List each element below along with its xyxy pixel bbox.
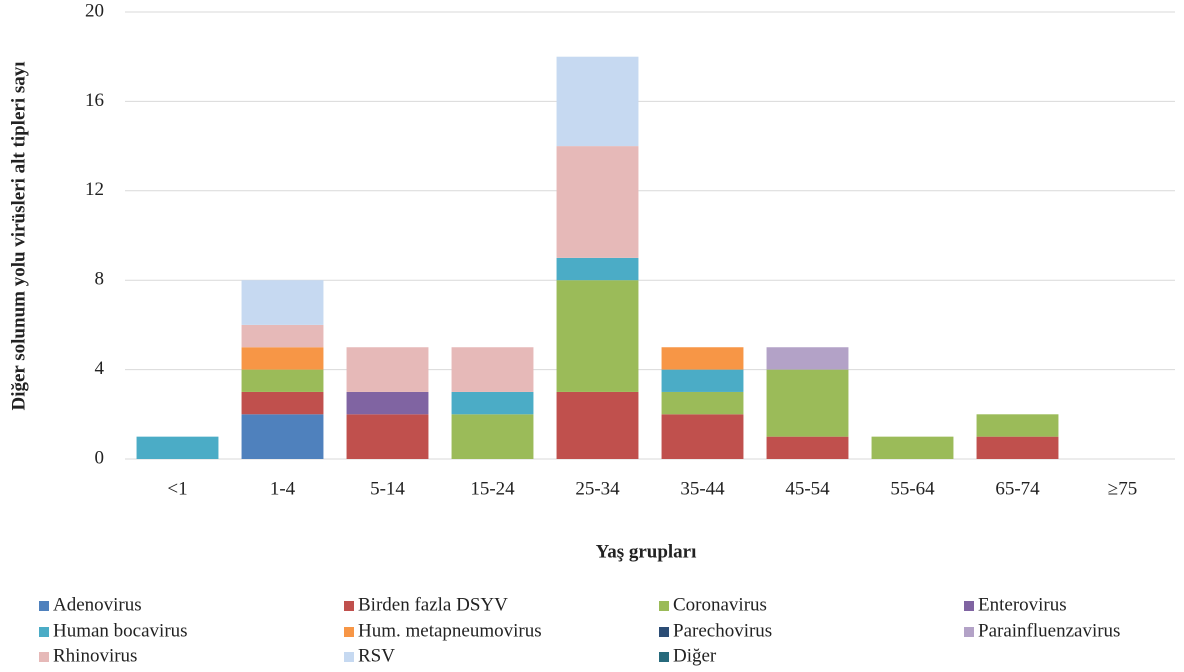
x-tick-label: 65-74 [995, 478, 1040, 499]
bar-segment [451, 391, 534, 415]
legend-label: RSV [358, 645, 395, 666]
legend-label: Parechovirus [673, 620, 772, 641]
y-tick-label: 0 [95, 447, 105, 468]
bar-segment [766, 369, 849, 437]
bar-segment [241, 280, 324, 325]
legend-label: Rhinovirus [53, 645, 137, 666]
legend-swatch [964, 601, 974, 611]
bar-segment [451, 414, 534, 459]
bar-segment [556, 257, 639, 281]
bar-segment [556, 280, 639, 392]
bar-segment [661, 391, 744, 415]
bar-segment [451, 347, 534, 392]
legend-label: Enterovirus [978, 594, 1067, 615]
legend-swatch [39, 627, 49, 637]
bar-segment [241, 347, 324, 370]
bar-segment [766, 436, 849, 459]
y-tick-label: 20 [85, 0, 104, 21]
legend-swatch [344, 601, 354, 611]
bar-segment [556, 391, 639, 459]
bar-segment [661, 347, 744, 370]
bar-segment [556, 56, 639, 147]
x-tick-label: 55-64 [890, 478, 935, 499]
legend-swatch [39, 601, 49, 611]
legend-label: Diğer [673, 645, 717, 666]
legend-swatch [659, 601, 669, 611]
bar-segment [241, 324, 324, 348]
bar-segment [241, 391, 324, 415]
x-tick-label: <1 [167, 478, 187, 499]
bar-segment [241, 369, 324, 392]
bar-segment [346, 414, 429, 459]
y-tick-label: 4 [95, 358, 105, 379]
legend-label: Birden fazla DSYV [358, 594, 508, 615]
bar-segment [661, 414, 744, 459]
x-tick-label: 45-54 [785, 478, 830, 499]
legend-swatch [659, 652, 669, 662]
x-tick-label: 15-24 [470, 478, 515, 499]
x-tick-label: 25-34 [575, 478, 620, 499]
legend-label: Hum. metapneumovirus [358, 620, 542, 641]
bar-segment [136, 436, 219, 459]
legend-swatch [344, 627, 354, 637]
y-tick-label: 8 [95, 269, 105, 290]
x-axis-label: Yaş grupları [596, 541, 697, 562]
bar-segment [346, 347, 429, 392]
bar-segment [556, 146, 639, 258]
bar-segment [976, 414, 1059, 437]
legend-swatch [964, 627, 974, 637]
y-tick-label: 12 [85, 179, 104, 200]
bar-segment [976, 436, 1059, 459]
x-tick-label: 35-44 [680, 478, 725, 499]
legend-label: Parainfluenzavirus [978, 620, 1120, 641]
bar-segment [661, 369, 744, 392]
x-tick-label: ≥75 [1108, 478, 1137, 499]
bar-segment [871, 436, 954, 459]
legend-swatch [39, 652, 49, 662]
bar-segment [766, 347, 849, 370]
bar-segment [241, 414, 324, 459]
legend-swatch [344, 652, 354, 662]
y-tick-label: 16 [85, 90, 104, 111]
legend-label: Coronavirus [673, 594, 767, 615]
bar-segment [346, 391, 429, 415]
y-axis-label: Diğer solunum yolu virüsleri alt tipleri… [8, 61, 29, 410]
legend-label: Adenovirus [53, 594, 142, 615]
x-tick-label: 1-4 [270, 478, 296, 499]
legend-label: Human bocavirus [53, 620, 188, 641]
legend-swatch [659, 627, 669, 637]
x-tick-label: 5-14 [370, 478, 405, 499]
